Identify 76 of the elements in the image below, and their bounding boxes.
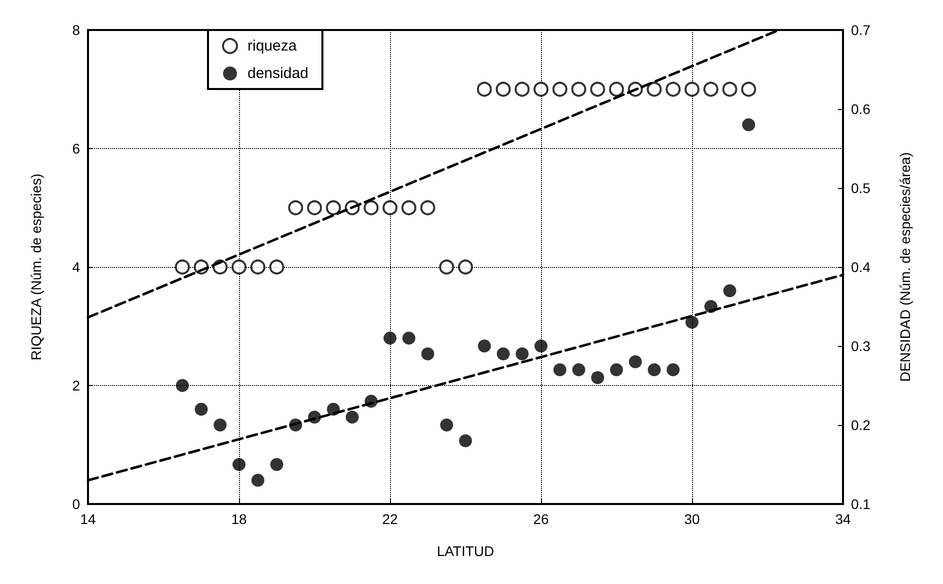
- point: [232, 260, 246, 274]
- y-tick-label: 0: [72, 496, 80, 512]
- x-tick-label: 26: [533, 511, 549, 527]
- point: [421, 347, 434, 360]
- point: [610, 363, 623, 376]
- point: [307, 200, 322, 216]
- point: [571, 82, 586, 97]
- point: [440, 418, 454, 432]
- point: [534, 340, 548, 352]
- x-axis-title: LATITUD: [436, 543, 494, 559]
- point: [646, 82, 662, 97]
- legend-label: riqueza: [248, 38, 298, 54]
- point: [326, 200, 341, 216]
- y2-tick-label: 0.6: [851, 101, 871, 117]
- point: [364, 200, 379, 216]
- point: [703, 82, 718, 97]
- point: [458, 260, 473, 274]
- point: [439, 260, 454, 274]
- point: [251, 474, 264, 487]
- point: [722, 82, 738, 97]
- point: [174, 260, 190, 274]
- x-tick-label: 22: [382, 511, 398, 527]
- point: [552, 82, 568, 97]
- y2-tick-label: 0.7: [851, 22, 871, 38]
- point: [609, 82, 624, 97]
- x-tick-label: 30: [684, 511, 700, 527]
- point: [534, 82, 548, 97]
- x-tick-label: 14: [80, 511, 96, 527]
- point: [496, 347, 510, 360]
- y-tick-label: 2: [72, 378, 80, 394]
- y-tick-label: 4: [72, 259, 80, 275]
- point: [723, 284, 736, 298]
- point: [591, 371, 604, 384]
- point: [269, 260, 284, 274]
- point: [270, 458, 284, 471]
- point: [478, 340, 491, 352]
- point: [590, 82, 606, 97]
- point: [496, 82, 511, 97]
- point: [194, 402, 208, 416]
- point: [214, 418, 227, 432]
- point: [514, 82, 530, 97]
- point: [476, 82, 492, 97]
- y2-tick-label: 0.2: [851, 417, 871, 433]
- y2-tick-label: 0.3: [851, 338, 871, 354]
- x-tick-label: 34: [835, 511, 851, 527]
- point: [628, 355, 642, 368]
- point: [401, 200, 416, 216]
- point: [553, 363, 566, 376]
- point: [384, 332, 396, 345]
- point: [742, 118, 756, 132]
- y-tick-label: 8: [72, 22, 80, 38]
- y2-tick-label: 0.5: [851, 180, 871, 196]
- point: [459, 434, 472, 448]
- point: [666, 82, 681, 97]
- point: [402, 332, 416, 345]
- point: [250, 260, 266, 274]
- y2-axis-title: DENSIDAD (Núm. de especies/área): [897, 152, 913, 382]
- point: [176, 379, 189, 392]
- point: [346, 410, 359, 424]
- x-tick-label: 18: [231, 511, 247, 527]
- point: [666, 363, 680, 376]
- point: [648, 363, 661, 376]
- y-tick-label: 6: [72, 140, 80, 156]
- y2-tick-label: 0.1: [851, 496, 871, 512]
- point: [684, 82, 700, 97]
- point: [686, 316, 698, 329]
- point: [516, 347, 529, 360]
- point: [232, 458, 246, 471]
- point: [741, 82, 756, 97]
- point: [382, 200, 398, 216]
- point: [420, 200, 436, 216]
- point: [572, 363, 586, 376]
- y2-tick-label: 0.4: [851, 259, 871, 275]
- point: [288, 200, 304, 216]
- legend-label: densidad: [248, 65, 308, 82]
- y-axis-title: RIQUEZA (Núm. de especies): [28, 174, 44, 360]
